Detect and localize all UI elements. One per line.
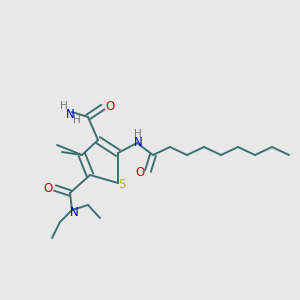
Text: S: S xyxy=(118,178,126,191)
Text: N: N xyxy=(70,206,78,218)
Text: H: H xyxy=(73,115,81,125)
Text: O: O xyxy=(135,167,145,179)
Text: O: O xyxy=(105,100,115,112)
Text: N: N xyxy=(134,136,142,148)
Text: H: H xyxy=(60,101,68,111)
Text: N: N xyxy=(66,107,74,121)
Text: H: H xyxy=(134,129,142,139)
Text: O: O xyxy=(44,182,52,194)
